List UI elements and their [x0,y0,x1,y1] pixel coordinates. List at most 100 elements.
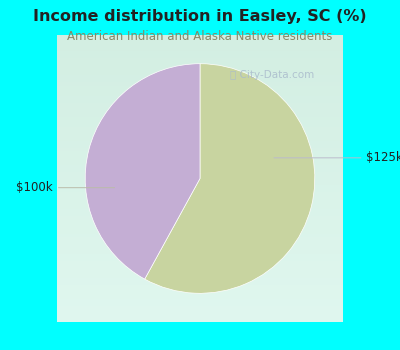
Bar [0,105,400,110]
Bar [0,177,400,182]
Bar [0,60,400,65]
Bar [0,312,400,316]
Bar [0,274,400,278]
Bar [0,126,400,130]
Bar [0,122,400,127]
Bar [0,19,400,23]
Bar [0,191,400,196]
Bar [0,67,400,72]
Bar [0,239,400,244]
Bar [0,119,400,124]
Bar [0,329,400,334]
Bar [0,146,400,151]
Bar [0,12,400,17]
Bar [0,212,400,216]
Bar [0,77,400,82]
Text: $125k: $125k [274,151,400,164]
Bar [0,112,400,117]
Bar [0,318,400,323]
Bar [0,332,400,337]
Bar [0,116,400,120]
Bar [0,136,400,141]
Bar [0,157,400,161]
Bar [0,222,400,227]
Bar [0,57,400,61]
Bar [0,40,400,44]
Bar [0,326,400,330]
Bar [0,26,400,30]
Bar [0,208,400,213]
Bar [0,5,400,10]
Bar [0,81,400,85]
Bar [0,294,400,299]
Bar [0,98,400,103]
Bar [0,22,400,27]
Bar [0,277,400,282]
Bar [0,260,400,265]
Bar [0,315,400,320]
Bar [0,88,400,92]
Bar [0,15,400,20]
Bar [0,198,400,203]
Bar [0,102,400,106]
Bar [0,95,400,99]
Bar [0,150,400,154]
Bar [0,250,400,254]
Bar [0,36,400,41]
Bar [0,167,400,172]
Bar [0,202,400,206]
Wedge shape [145,64,315,293]
Bar [0,229,400,233]
Bar [0,84,400,89]
Bar [0,288,400,292]
Bar [0,253,400,258]
Text: Income distribution in Easley, SC (%): Income distribution in Easley, SC (%) [33,9,367,24]
Bar [0,50,400,55]
Bar [0,153,400,158]
Bar [0,47,400,51]
Bar [0,308,400,313]
Bar [0,181,400,186]
Bar [0,29,400,34]
Bar [0,71,400,75]
Bar [0,74,400,79]
Text: $100k: $100k [16,181,114,194]
Bar [0,64,400,68]
Bar [0,174,400,178]
Bar [0,284,400,289]
Bar [0,33,400,37]
Bar [0,143,400,147]
Bar [0,257,400,261]
Bar [0,267,400,272]
Bar [0,343,400,347]
Text: American Indian and Alaska Native residents: American Indian and Alaska Native reside… [67,30,333,43]
Bar [0,301,400,306]
Bar [0,346,400,350]
Bar [0,270,400,275]
Bar [0,305,400,309]
Bar [0,139,400,144]
Bar [0,53,400,58]
Bar [0,9,400,13]
Bar [0,339,400,344]
Bar [0,188,400,192]
Bar [0,184,400,189]
Bar [0,225,400,230]
Bar [0,160,400,165]
Bar [0,298,400,302]
Bar [0,91,400,96]
Bar [0,170,400,175]
Bar [0,215,400,220]
Bar [0,322,400,327]
Wedge shape [85,64,200,279]
Bar [0,219,400,223]
Bar [0,281,400,285]
Bar [0,232,400,237]
Bar [0,129,400,134]
Bar [0,336,400,340]
Bar [0,243,400,247]
Bar [0,108,400,113]
Bar [0,133,400,137]
Bar [0,43,400,48]
Bar [0,195,400,199]
